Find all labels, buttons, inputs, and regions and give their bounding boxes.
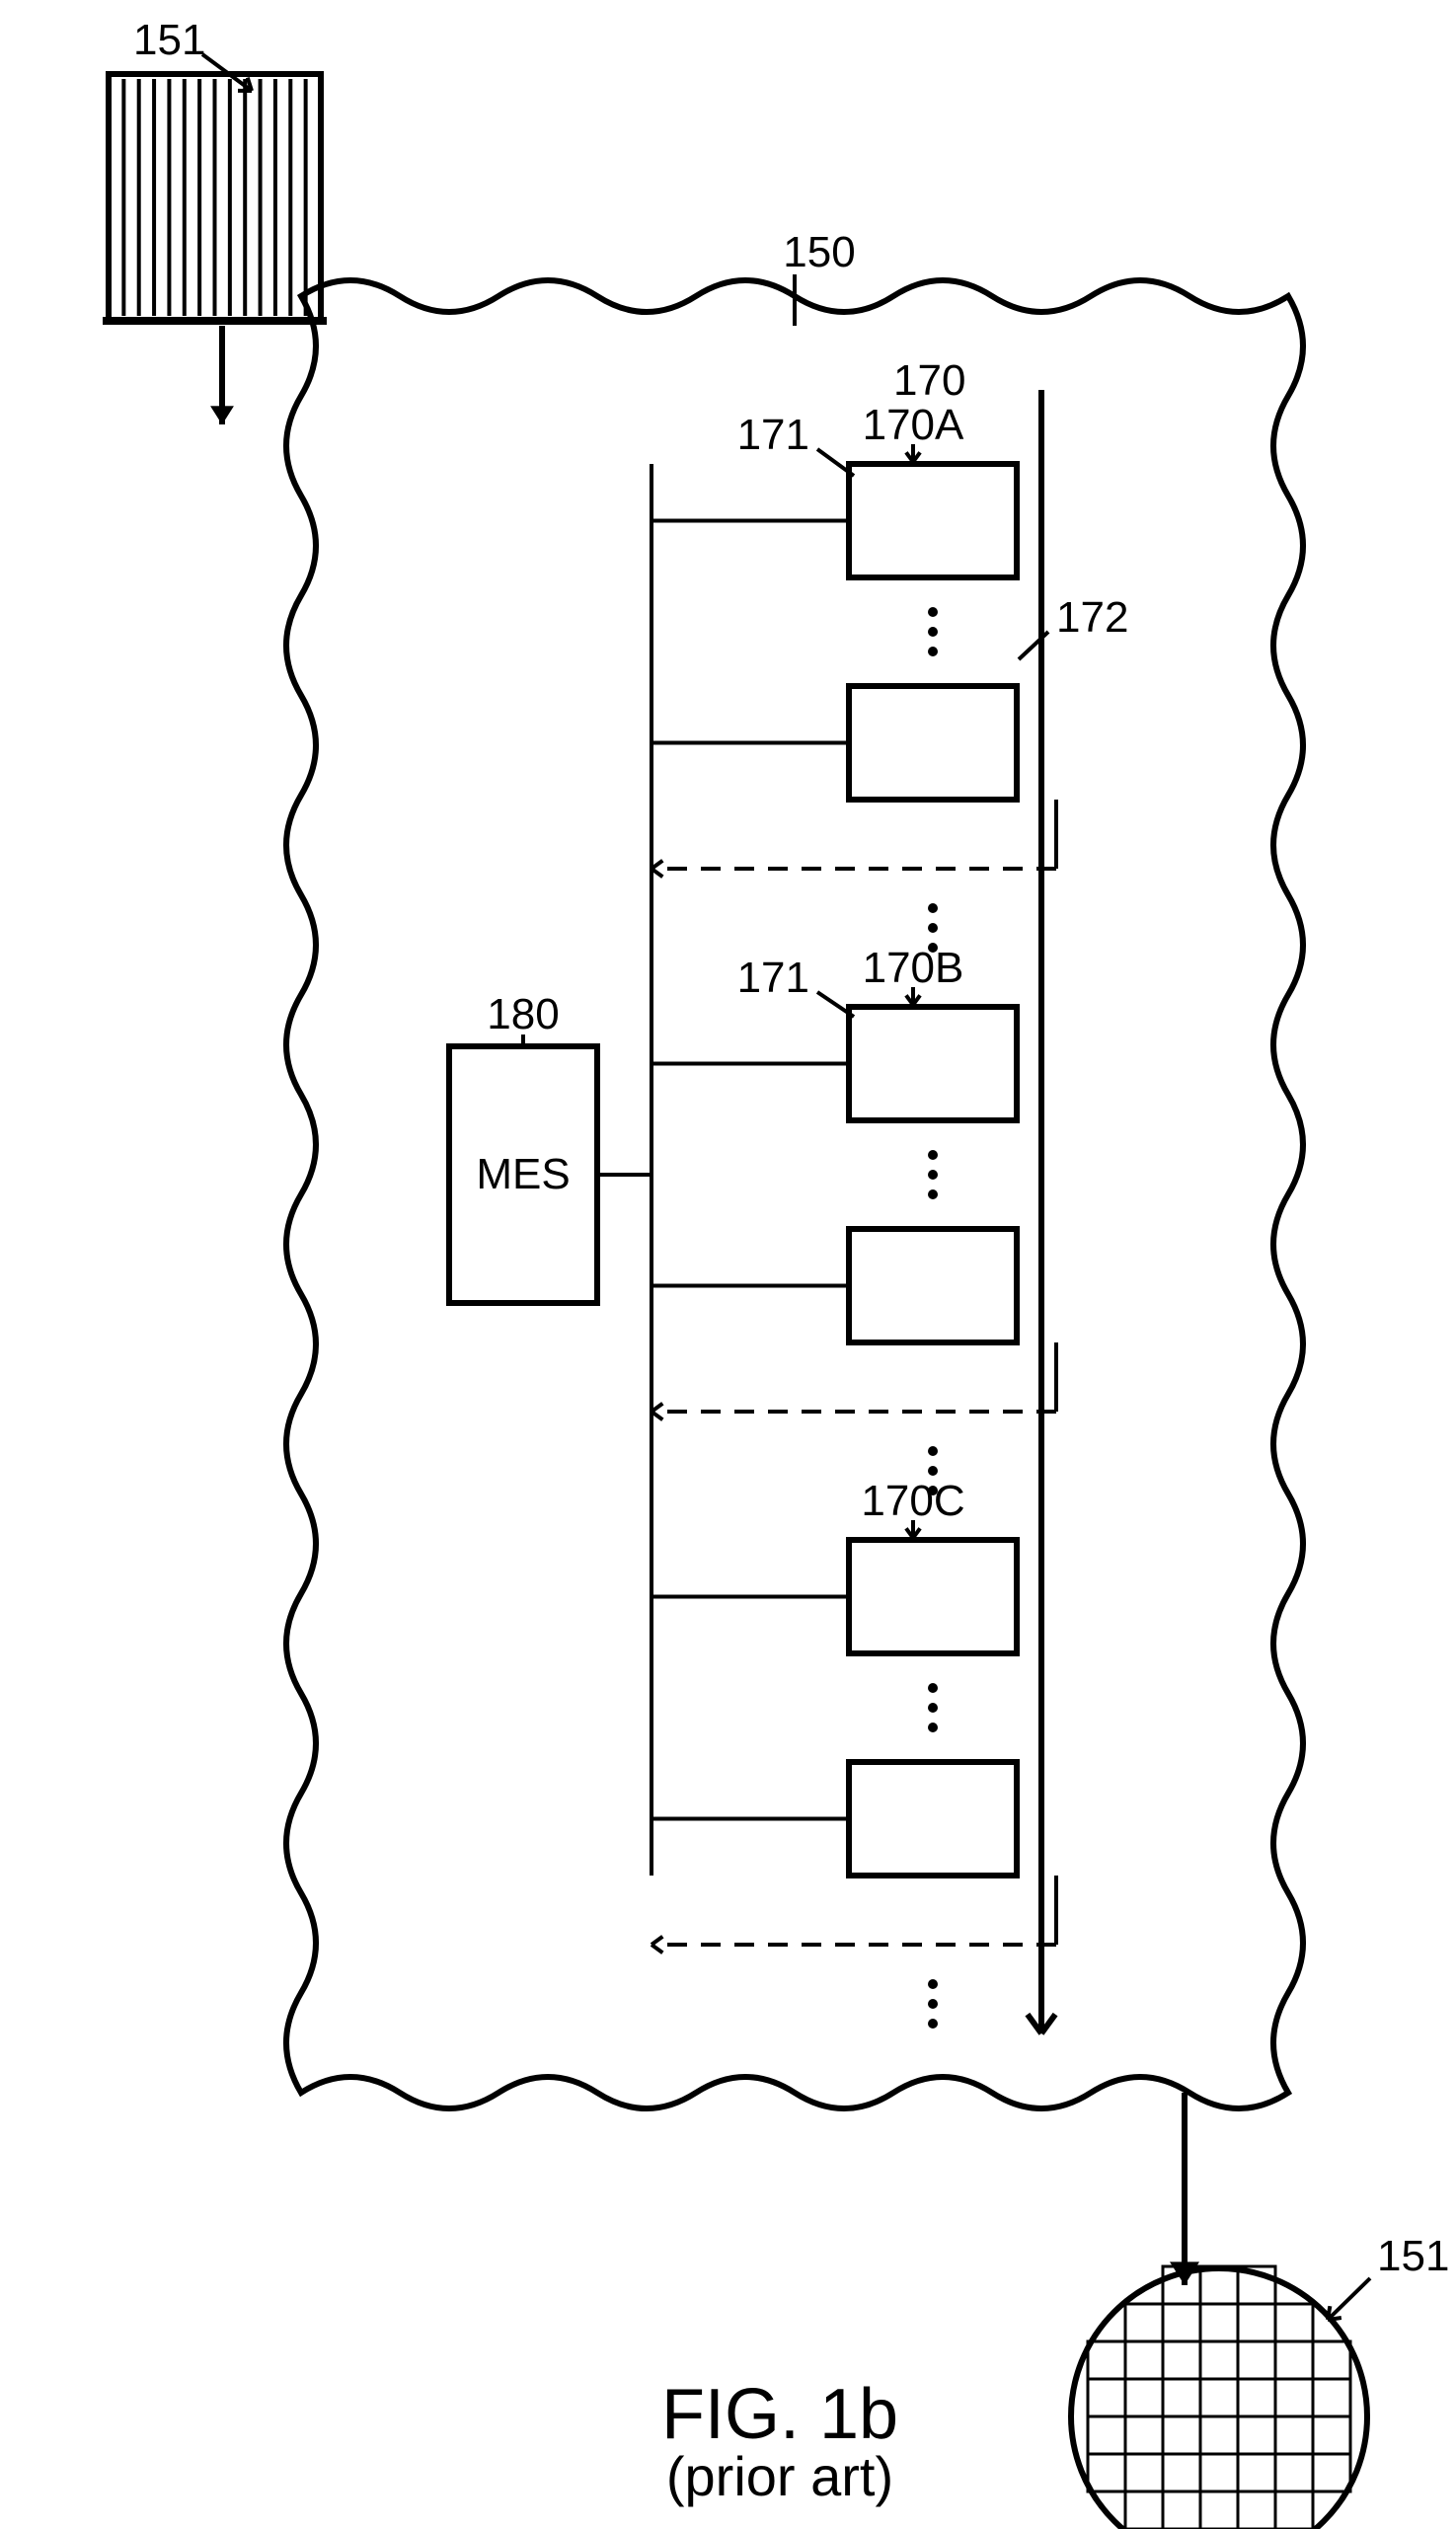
- environment-boundary: [286, 280, 1303, 2108]
- tool-box: [849, 686, 1017, 800]
- tool-box: [849, 1007, 1017, 1120]
- fig-title: FIG. 1b: [661, 2375, 898, 2454]
- mes-label: MES: [476, 1150, 570, 1198]
- tool-box: [849, 464, 1017, 577]
- fig-subtitle: (prior art): [666, 2445, 893, 2507]
- label-170C: 170C: [861, 1477, 964, 1525]
- wafer-disc-out: [1071, 2268, 1367, 2529]
- label-172: 172: [1056, 593, 1128, 642]
- tool-box: [849, 1540, 1017, 1653]
- label-180: 180: [487, 990, 559, 1038]
- label-151-out: 151: [1377, 2232, 1449, 2280]
- label-150: 150: [783, 228, 855, 276]
- label-151-in: 151: [133, 16, 205, 64]
- tool-box: [849, 1229, 1017, 1342]
- label-170A: 170A: [863, 401, 964, 449]
- label-170B: 170B: [863, 944, 964, 992]
- tool-box: [849, 1762, 1017, 1876]
- label-171a: 171: [737, 411, 809, 459]
- label-170: 170: [893, 356, 965, 405]
- label-171b: 171: [737, 954, 809, 1002]
- wafer-die-grid: [1088, 2266, 1350, 2529]
